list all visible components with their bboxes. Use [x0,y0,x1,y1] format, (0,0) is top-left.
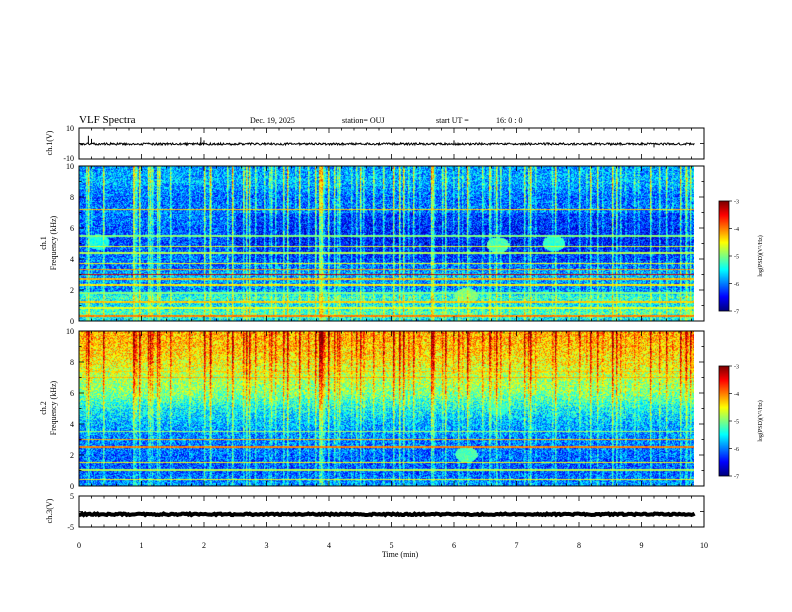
y-tick-label: 6 [70,389,74,398]
ch1-voltage-panel: 10 -10 ch.1(V) [45,124,705,163]
x-tick-label: 7 [515,541,519,550]
ch2-spectrogram-ylabel: ch.2 [39,401,48,415]
x-tick-label: 10 [700,541,708,550]
ch3-voltage-ylabel: ch.3(V) [45,498,54,523]
x-tick-label: 4 [327,541,331,550]
colorbar-tick-label: -6 [734,282,739,288]
y-tick-label: 0 [70,482,74,491]
y-tick-label: 8 [70,358,74,367]
y-tick-label: 4 [70,420,74,429]
ch1-spikes [87,135,655,148]
colorbar-tick-label: -3 [734,365,739,371]
station-label: station= OUJ [342,116,385,125]
y-tick-label: 10 [66,327,74,336]
x-tick-label: 3 [265,541,269,550]
ch1-trace [78,141,695,147]
x-tick-label: 9 [640,541,644,550]
ch2-colorbar-image [719,366,729,476]
ch1-colorbar-image [719,201,729,311]
colorbar-tick-label: -6 [734,447,739,453]
ch3-ytick-top: 5 [70,492,74,501]
ch1-colorbar-ticks: -3 -4 -5 -6 -7 [729,200,739,316]
ch1-voltage-ylabel: ch.1(V) [45,130,54,155]
ch3-trace [78,510,696,518]
y-tick-label: 2 [70,286,74,295]
y-tick-label: 4 [70,255,74,264]
colorbar-tick-label: -5 [734,255,739,261]
date-label: Dec. 19, 2025 [250,116,295,125]
x-tick-label: 1 [140,541,144,550]
ch1-ytick-top: 10 [66,124,74,133]
figure-title: VLF Spectra [79,114,136,126]
x-tick-label: 5 [390,541,394,550]
ch1-spectrogram-xticks [78,166,705,321]
y-tick-label: 8 [70,193,74,202]
x-tick-label: 8 [577,541,581,550]
ch1-spectrogram-ylabel: ch.1 [39,236,48,250]
ch1-ytick-bottom: -10 [63,154,74,163]
x-tick-label: 6 [452,541,456,550]
colorbar-tick-label: -4 [734,227,739,233]
ch2-colorbar-label: log(PSD)(V²/Hz) [757,400,764,441]
x-tick-label: 0 [77,541,81,550]
y-tick-label: 6 [70,224,74,233]
colorbar-tick-label: -7 [734,475,739,481]
colorbar-tick-label: -3 [734,200,739,206]
ch1-spectrogram-yticks: 0 2 4 6 8 10 [66,162,704,326]
y-tick-label: 2 [70,451,74,460]
ch3-voltage-panel: 5 -5 ch.3(V) [45,492,705,532]
ch3-voltage-xticks [78,495,705,528]
x-axis-tick-labels: 0 1 2 3 4 5 6 7 8 9 10 [77,541,708,550]
colorbar-tick-label: -4 [734,392,739,398]
ch2-colorbar-ticks: -3 -4 -5 -6 -7 [729,365,739,481]
x-axis-label: Time (min) [382,550,419,559]
ch1-colorbar-label: log(PSD)(V²/Hz) [757,235,764,276]
y-tick-label: 0 [70,317,74,326]
x-tick-label: 2 [202,541,206,550]
start-ut-label: start UT = [436,116,469,125]
y-tick-label: 10 [66,162,74,171]
ch2-spectrogram-image [79,331,694,486]
colorbar-tick-label: -5 [734,420,739,426]
ch1-frequency-ylabel: Frequency (kHz) [49,215,58,270]
ch2-frequency-ylabel: Frequency (kHz) [49,380,58,435]
colorbar-tick-label: -7 [734,310,739,316]
start-ut-value: 16: 0 : 0 [496,116,522,125]
ch3-ytick-bottom: -5 [67,523,74,532]
ch2-spectrogram-xticks [78,331,705,486]
ch2-spectrogram-yticks: 0 2 4 6 8 10 [66,327,704,491]
ch1-voltage-xticks [78,127,705,160]
ch1-spectrogram-image [79,166,694,321]
